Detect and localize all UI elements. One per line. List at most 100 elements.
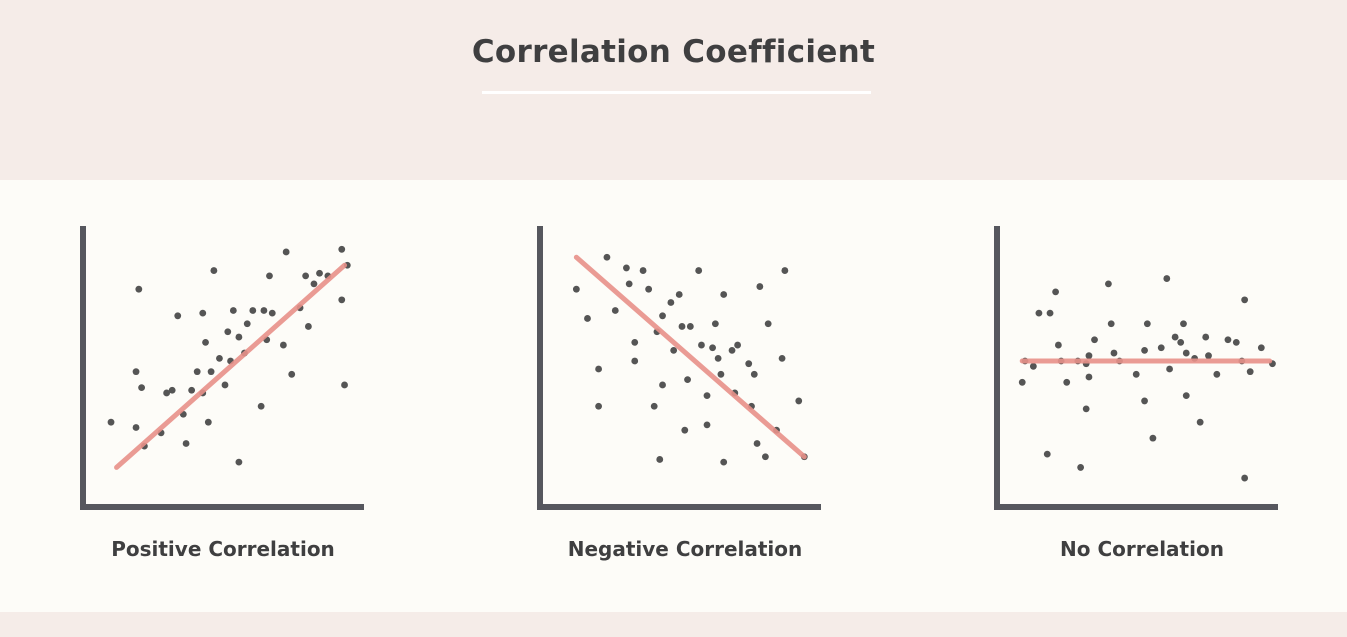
data-point [188, 386, 196, 394]
data-point [310, 280, 318, 288]
negative-correlation-plot [537, 226, 829, 516]
data-point [611, 307, 619, 314]
data-point [595, 365, 602, 373]
data-point [1110, 349, 1118, 357]
data-point [745, 360, 753, 368]
negative-correlation-svg [537, 226, 821, 510]
data-point [163, 389, 171, 397]
data-point [695, 267, 703, 274]
data-point [698, 341, 705, 349]
data-point [1018, 378, 1026, 386]
data-point [1035, 309, 1043, 317]
data-point [132, 368, 140, 376]
data-point [1029, 362, 1037, 370]
data-point [224, 328, 232, 336]
data-point [1182, 392, 1190, 399]
data-point [781, 267, 789, 274]
data-point [728, 346, 736, 354]
data-point [1077, 464, 1085, 471]
data-point [257, 402, 265, 410]
data-point [282, 248, 290, 256]
data-point [1241, 474, 1249, 482]
data-point [603, 253, 611, 261]
data-point [631, 357, 639, 365]
data-point [174, 312, 182, 320]
data-point [656, 456, 664, 463]
data-point [235, 333, 243, 341]
diagram-panel [0, 180, 1347, 612]
data-point [720, 291, 728, 298]
data-point [207, 368, 215, 376]
data-point [1182, 349, 1190, 357]
data-point [1107, 320, 1115, 328]
data-point [734, 341, 741, 349]
positive-correlation-plot [80, 226, 372, 516]
data-point [756, 283, 764, 290]
data-point [1085, 352, 1093, 360]
data-point [750, 370, 758, 378]
no-correlation-svg [994, 226, 1278, 510]
trend-line [573, 254, 807, 460]
data-point [216, 354, 223, 362]
data-point [229, 307, 237, 314]
data-point [338, 296, 346, 304]
data-point [1202, 333, 1210, 341]
data-point [341, 381, 348, 389]
data-point [1157, 344, 1165, 352]
data-point [268, 309, 276, 317]
negative-correlation-caption: Negative Correlation [567, 537, 803, 561]
data-point [1143, 320, 1151, 328]
data-point [709, 344, 716, 352]
data-point [764, 320, 772, 328]
data-point [650, 402, 658, 410]
data-point [302, 272, 310, 280]
data-point [762, 453, 769, 461]
data-point [1177, 339, 1185, 346]
data-point [1082, 405, 1090, 413]
data-point [703, 392, 711, 399]
data-point [720, 458, 728, 466]
data-point [1180, 320, 1187, 328]
data-point [138, 384, 145, 392]
data-point [1166, 365, 1173, 373]
data-point [1257, 344, 1265, 352]
data-point [260, 307, 268, 314]
data-point [1163, 275, 1171, 282]
data-point [686, 323, 694, 330]
no-correlation-plot [994, 226, 1286, 516]
data-point [778, 354, 786, 362]
data-point [623, 264, 630, 272]
data-point [316, 269, 323, 277]
title-underline [482, 91, 871, 94]
data-point [1246, 368, 1254, 376]
data-point [639, 267, 647, 274]
trend-line [114, 262, 348, 470]
data-point [279, 341, 287, 349]
data-point [678, 323, 686, 330]
data-point [204, 418, 212, 426]
data-point [659, 312, 666, 320]
footer-strip [0, 612, 1347, 637]
data-point [711, 320, 719, 328]
data-point [1141, 397, 1148, 405]
data-point [168, 386, 176, 394]
data-point [584, 315, 591, 322]
data-point [1149, 434, 1157, 442]
positive-correlation-caption: Positive Correlation [111, 537, 335, 561]
data-point [675, 291, 683, 298]
data-point [1054, 341, 1062, 349]
data-point [1091, 336, 1098, 344]
data-point [681, 426, 689, 434]
data-point [132, 424, 140, 431]
data-point [625, 280, 633, 288]
data-point [795, 397, 803, 405]
data-point [305, 323, 312, 330]
data-point [182, 440, 190, 447]
data-point [243, 320, 251, 328]
data-point [645, 285, 653, 293]
positive-correlation-svg [80, 226, 364, 510]
data-point [1205, 352, 1212, 360]
data-point [193, 368, 201, 376]
data-point [338, 245, 346, 253]
data-point [1241, 296, 1249, 304]
